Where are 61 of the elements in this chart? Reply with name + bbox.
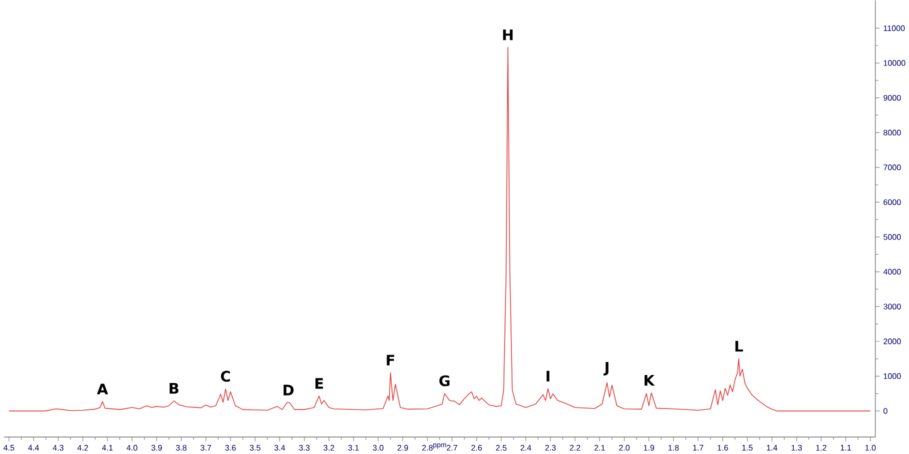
x-tick-label: 3.4 xyxy=(274,444,286,451)
x-tick-label: 4.0 xyxy=(126,444,138,451)
annotation: K xyxy=(644,375,655,386)
x-tick-label: 1.7 xyxy=(693,444,704,450)
x-tick-label: 3.1 xyxy=(348,444,359,451)
x-tick-label: 1.8 xyxy=(668,444,679,451)
x-tick-label: 2.0 xyxy=(619,444,630,451)
y-tick-label: 10000 xyxy=(884,60,906,66)
x-tick-label: 3.9 xyxy=(151,444,162,451)
x-tick-label: 3.7 xyxy=(200,444,212,451)
x-tick-label: 1.0 xyxy=(865,444,876,451)
x-tick-label: 4.1 xyxy=(102,444,113,450)
y-tick-label: 5000 xyxy=(884,234,901,240)
y-tick-label: 1000 xyxy=(884,373,901,380)
y-tick-label: 4000 xyxy=(883,268,901,275)
y-tick-label: 3000 xyxy=(883,304,901,310)
y-tick-label: 2000 xyxy=(884,338,901,344)
x-tick-label: 3.0 xyxy=(372,444,384,451)
x-tick-label: 4.3 xyxy=(52,444,64,451)
annotation: A xyxy=(96,384,108,394)
x-tick-label: 1.5 xyxy=(742,444,753,451)
x-tick-label: 2.9 xyxy=(398,444,408,451)
annotation: B xyxy=(170,383,178,394)
x-tick-label: 1.3 xyxy=(792,444,802,451)
x-tick-label: 2.4 xyxy=(520,444,532,451)
annotation: I xyxy=(546,370,550,382)
x-tick-label: 2.3 xyxy=(545,444,556,451)
x-tick-label: 2.1 xyxy=(594,444,605,451)
x-tick-label: 2.7 xyxy=(446,444,458,451)
annotation: G xyxy=(439,375,450,386)
y-tick-label: 0 xyxy=(884,408,888,414)
y-tick-label: 11000 xyxy=(884,25,905,32)
annotation: C xyxy=(220,370,230,382)
x-tick-label: 2.6 xyxy=(471,444,482,451)
annotation: H xyxy=(503,30,513,40)
line-series xyxy=(8,46,871,412)
y-tick-label: 7000 xyxy=(884,164,901,170)
x-tick-label: 2.2 xyxy=(570,444,580,451)
x-tick-label: 4.4 xyxy=(28,444,39,450)
y-tick-label: 9000 xyxy=(884,94,901,101)
x-tick-label: 1.6 xyxy=(718,444,728,451)
x-tick-label: 3.8 xyxy=(176,444,187,451)
x-tick-label: 1.4 xyxy=(766,444,778,450)
x-tick-label: 3.2 xyxy=(324,444,334,451)
annotation: F xyxy=(386,354,394,366)
y-tick-label: 6000 xyxy=(884,199,901,206)
x-tick-label: 4.5 xyxy=(4,444,14,451)
x-tick-label: 4.2 xyxy=(77,444,88,451)
x-tick-label: 1.9 xyxy=(644,444,654,451)
x-tick-label: 2.8 xyxy=(422,444,433,451)
annotation: E xyxy=(315,378,323,389)
x-tick-label: 1.1 xyxy=(840,444,852,450)
x-tick-label: 3.6 xyxy=(225,444,236,451)
x-tick-label: 1.2 xyxy=(816,444,826,451)
x-tick-label: 3.3 xyxy=(299,444,310,451)
annotation: D xyxy=(284,384,294,396)
annotation: J xyxy=(604,362,608,376)
x-tick-label: 2.5 xyxy=(496,444,506,451)
annotation: L xyxy=(735,340,743,352)
y-tick-label: 8000 xyxy=(884,130,901,136)
x-tick-label: 3.5 xyxy=(250,444,260,451)
